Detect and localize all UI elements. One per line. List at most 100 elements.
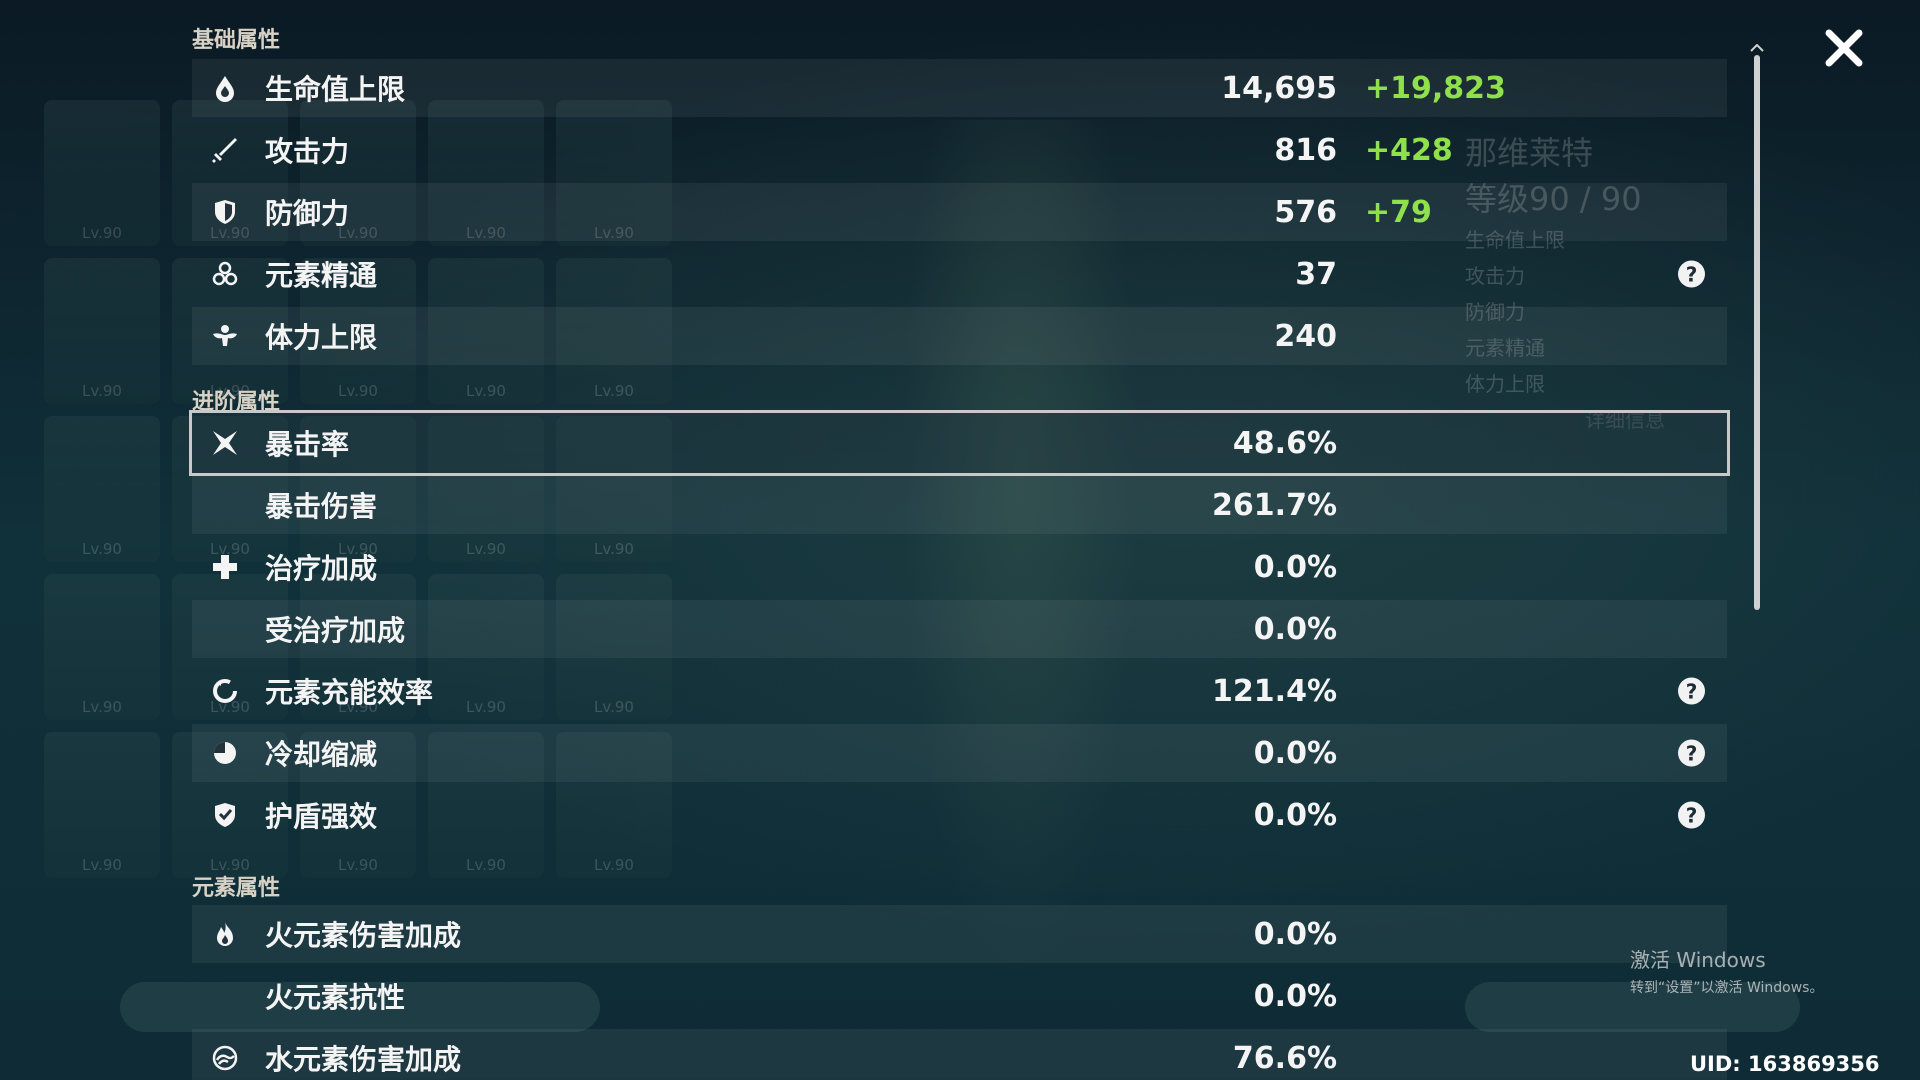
background-card-level: Lv.90	[82, 382, 122, 400]
energy-recharge-icon	[210, 676, 240, 706]
background-card-level: Lv.90	[210, 382, 250, 400]
background-card-level: Lv.90	[466, 382, 506, 400]
attribute-value: 0.0%	[1253, 735, 1337, 771]
background-character-card: Lv.90	[556, 574, 672, 720]
attribute-label: 冷却缩减	[265, 738, 378, 771]
background-character-card: Lv.90	[428, 574, 544, 720]
attribute-row[interactable]: 受治疗加成 0.0%	[192, 600, 1727, 658]
attribute-row[interactable]: 水元素伤害加成 76.6%	[192, 1029, 1727, 1080]
attribute-bonus: +428	[1365, 132, 1453, 168]
windows-activation-title: 激活 Windows	[1630, 948, 1766, 972]
help-icon[interactable]: ?	[1678, 677, 1705, 705]
attribute-row[interactable]: 生命值上限 14,695 +19,823	[192, 59, 1727, 117]
background-character-card: Lv.90	[300, 100, 416, 246]
background-character-card: Lv.90	[556, 732, 672, 878]
attribute-bonus: +19,823	[1365, 70, 1506, 106]
background-stat-5: 体力上限	[1465, 372, 1545, 396]
background-card-level: Lv.90	[594, 382, 634, 400]
background-card-level: Lv.90	[338, 856, 378, 874]
background-card-level: Lv.90	[82, 698, 122, 716]
attribute-row[interactable]: 攻击力 816 +428	[192, 121, 1727, 179]
background-card-level: Lv.90	[466, 698, 506, 716]
background-character-card: Lv.90	[428, 100, 544, 246]
crit-icon	[210, 428, 240, 458]
background-character-card: Lv.90	[172, 574, 288, 720]
background-card-level: Lv.90	[594, 224, 634, 242]
attribute-label: 元素充能效率	[265, 676, 434, 709]
background-card-level: Lv.90	[594, 698, 634, 716]
hp-drop-icon	[210, 73, 240, 103]
hydro-icon	[210, 1043, 240, 1073]
attribute-row[interactable]: 护盾强效 0.0%?	[192, 786, 1727, 844]
close-icon	[1825, 29, 1863, 67]
attribute-row[interactable]: 元素精通 37?	[192, 245, 1727, 303]
attribute-label: 护盾强效	[265, 800, 378, 833]
background-card-level: Lv.90	[466, 856, 506, 874]
attribute-row[interactable]: 暴击伤害 261.7%	[192, 476, 1727, 534]
shield-icon	[210, 197, 240, 227]
background-card-level: Lv.90	[466, 224, 506, 242]
attribute-row[interactable]: 元素充能效率 121.4%?	[192, 662, 1727, 720]
attribute-label: 生命值上限	[265, 73, 406, 106]
sword-icon	[210, 135, 240, 165]
background-character-figure	[900, 120, 1140, 980]
help-icon[interactable]: ?	[1678, 739, 1705, 767]
attribute-row[interactable]: 暴击率 48.6%	[189, 410, 1730, 476]
attribute-value: 121.4%	[1212, 673, 1337, 709]
help-icon[interactable]: ?	[1678, 260, 1705, 288]
background-character-card: Lv.90	[556, 416, 672, 562]
background-character-card: Lv.90	[44, 258, 160, 404]
attribute-value: 0.0%	[1253, 611, 1337, 647]
background-character-card: Lv.90	[44, 732, 160, 878]
scroll-up-icon[interactable]	[1750, 44, 1764, 52]
close-button[interactable]	[1822, 26, 1866, 70]
attribute-value: 37	[1295, 256, 1337, 292]
attribute-label: 元素精通	[265, 259, 378, 292]
uid-label: UID: 163869356	[1690, 1052, 1880, 1076]
background-character-card: Lv.90	[44, 416, 160, 562]
pyro-icon	[210, 919, 240, 949]
background-card-level: Lv.90	[82, 856, 122, 874]
background-stat-2: 攻击力	[1465, 264, 1525, 288]
background-stat-4: 元素精通	[1465, 336, 1545, 360]
attribute-value: 0.0%	[1253, 797, 1337, 833]
attribute-row[interactable]: 防御力 576 +79	[192, 183, 1727, 241]
cooldown-icon	[210, 738, 240, 768]
section-elemental-attributes: 元素属性	[192, 876, 281, 901]
background-card-level: Lv.90	[594, 856, 634, 874]
windows-activation-watermark: 激活 Windows 转到“设置”以激活 Windows。	[1630, 944, 1823, 997]
background-card-level: Lv.90	[338, 382, 378, 400]
attribute-value: 261.7%	[1212, 487, 1337, 523]
attribute-value: 0.0%	[1253, 978, 1337, 1014]
attribute-label: 防御力	[265, 197, 350, 230]
attribute-row[interactable]: 治疗加成 0.0%	[192, 538, 1727, 596]
attribute-row[interactable]: 火元素伤害加成 0.0%	[192, 905, 1727, 963]
attribute-value: 0.0%	[1253, 916, 1337, 952]
attribute-row[interactable]: 冷却缩减 0.0%?	[192, 724, 1727, 782]
background-stat-1: 生命值上限	[1465, 228, 1565, 252]
attribute-value: 76.6%	[1232, 1040, 1337, 1076]
healing-cross-icon	[210, 552, 240, 582]
background-card-level: Lv.90	[466, 540, 506, 558]
shield-strength-icon	[210, 800, 240, 830]
background-character-card: Lv.90	[44, 100, 160, 246]
attribute-row[interactable]: 体力上限 240	[192, 307, 1727, 365]
background-character-card: Lv.90	[44, 574, 160, 720]
background-character-card: Lv.90	[172, 258, 288, 404]
background-character-name: 那维莱特	[1465, 134, 1594, 172]
attribute-value: 0.0%	[1253, 549, 1337, 585]
background-card-level: Lv.90	[338, 224, 378, 242]
background-card-level: Lv.90	[210, 224, 250, 242]
background-level-text: 等级90 / 90	[1465, 180, 1642, 218]
scrollbar-thumb[interactable]	[1754, 55, 1760, 610]
background-character-card: Lv.90	[428, 416, 544, 562]
background-stat-3: 防御力	[1465, 300, 1525, 324]
help-icon[interactable]: ?	[1678, 801, 1705, 829]
attribute-value: 576	[1274, 194, 1337, 230]
attribute-label: 火元素抗性	[265, 981, 406, 1014]
background-character-card: Lv.90	[428, 258, 544, 404]
attribute-row[interactable]: 火元素抗性 0.0%	[192, 967, 1727, 1025]
stamina-icon	[210, 321, 240, 351]
background-character-card: Lv.90	[556, 100, 672, 246]
background-card-level: Lv.90	[210, 698, 250, 716]
